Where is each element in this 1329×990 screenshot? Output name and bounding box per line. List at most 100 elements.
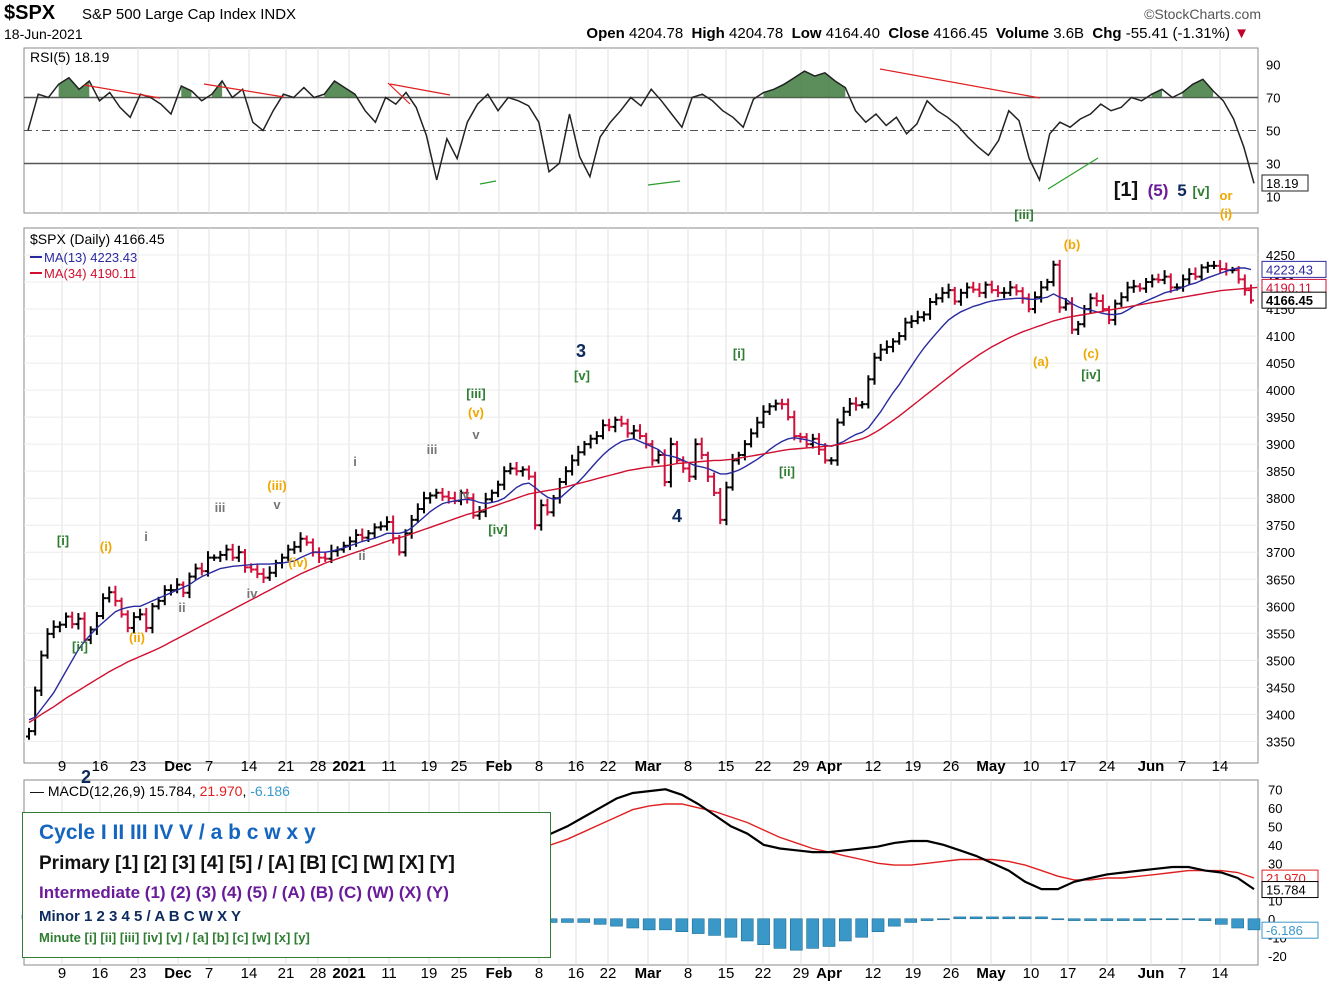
price-bar [1167,273,1174,293]
price-bar [223,544,230,561]
ma13-last-value-box [1261,260,1327,278]
wave-label: iv [247,586,259,601]
price-bar [112,585,119,607]
macd-histogram-bar [871,918,885,932]
price-bar [1241,274,1248,296]
wave-label: [iii] [1014,207,1034,222]
ma34-line [28,286,1258,724]
price-tick-label: 3900 [1266,437,1295,452]
macd-histogram-bar [1018,916,1032,920]
price-bar [896,332,903,345]
macd-histogram-bar [1247,918,1261,931]
price-bar [130,612,137,634]
wave-label: [iv] [1081,367,1101,382]
price-bar [871,352,878,385]
macd-histogram-bar [969,916,983,920]
price-bar [124,610,131,633]
macd-histogram-bar [920,918,934,921]
macd-histogram-bar [822,918,836,947]
macd-histogram-bar [839,918,852,942]
legend-intermediate: Intermediate (1) (2) (3) (4) (5) / (A) (… [39,883,449,902]
price-bar [624,418,631,438]
close-last-value-box [1261,291,1327,309]
price-bar [402,529,409,557]
rsi-value-box [1261,174,1309,192]
price-bar [100,593,107,620]
date-axis: 9916162323DecDec771414212128282021202111… [58,758,1229,982]
x-tick-label: 10 [1023,758,1040,775]
price-bar [593,431,600,445]
price-bar [297,532,304,553]
price-bar [217,550,224,562]
price-bar [766,403,773,415]
price-bar [371,523,378,539]
price-bar [785,398,792,421]
price-tick-label: 3500 [1266,653,1295,668]
legend-primary: Primary [1] [2] [3] [4] [5] / [A] [B] [C… [39,853,455,874]
x-tick-label: 2021 [332,758,365,775]
wave-label: [iv] [488,522,508,537]
price-bar [106,586,113,603]
x-tick-label: Feb [486,758,513,775]
x-tick-label: 24 [1099,758,1116,775]
price-tick-label: 3550 [1266,626,1295,641]
price-bar [359,528,366,541]
ma13-line [28,267,1252,721]
price-bar [118,597,125,618]
price-bar [649,440,656,466]
x-tick-label: 19 [421,758,438,775]
price-bar [846,397,853,417]
x-tick-label: 23 [130,965,147,982]
wave-label: (a) [1033,354,1049,369]
x-tick-label: 8 [535,965,543,982]
price-bar [1031,291,1038,314]
ma13-last-value: 4223.43 [1266,262,1313,277]
macd-histogram-bar [708,918,721,936]
x-tick-label: Apr [816,758,842,775]
price-bar [711,472,718,497]
rsi-last-value: 18.19 [1266,176,1299,191]
price-bar [1118,292,1125,307]
macd-title: — MACD(12,26,9) 15.784, 21.970, -6.186 [30,783,290,799]
price-bar [957,288,964,306]
x-tick-label: 26 [943,758,960,775]
price-bar [890,338,897,353]
price-bar [1204,261,1211,273]
price-bar [778,398,785,410]
price-bar [982,281,989,299]
price-bar [532,471,539,530]
wave-label-rsi: 5 [1177,181,1186,200]
price-bar [723,481,730,526]
macd-histogram-bar [1198,918,1212,921]
macd-histogram-bar [577,918,591,923]
price-bar [482,492,489,518]
price-bar [575,445,582,466]
rsi-overbought-fill [1182,79,1214,98]
wave-label: (c) [1083,346,1099,361]
x-tick-label: 16 [568,758,585,775]
price-bar [1075,320,1082,335]
wave-label: 4 [672,506,682,526]
price-bar [167,584,174,596]
wave-label: iii [215,500,226,515]
x-tick-label: Apr [816,965,842,982]
price-bar [433,488,440,499]
price-bar [1013,284,1020,296]
stockcharts-credit: ©StockCharts.com [1144,6,1261,22]
macd-histogram-bar [740,918,754,942]
price-bar [927,297,934,320]
price-bar [883,340,890,354]
x-tick-label: 19 [905,965,922,982]
price-bar [920,311,927,322]
rsi-title: RSI(5) 18.19 [30,49,110,65]
wave-label: [i] [57,533,69,548]
price-bar [513,461,520,476]
x-tick-label: 29 [793,965,810,982]
rsi-tick-label: 10 [1266,190,1280,205]
ma34-legend: MA(34) 4190.11 [44,266,136,281]
wave-label-rsi: (5) [1148,181,1169,200]
x-tick-label: 19 [421,965,438,982]
macd-histogram-bar [888,918,901,927]
index-full-name: S&P 500 Large Cap Index [82,6,257,23]
x-tick-label: May [976,758,1006,775]
